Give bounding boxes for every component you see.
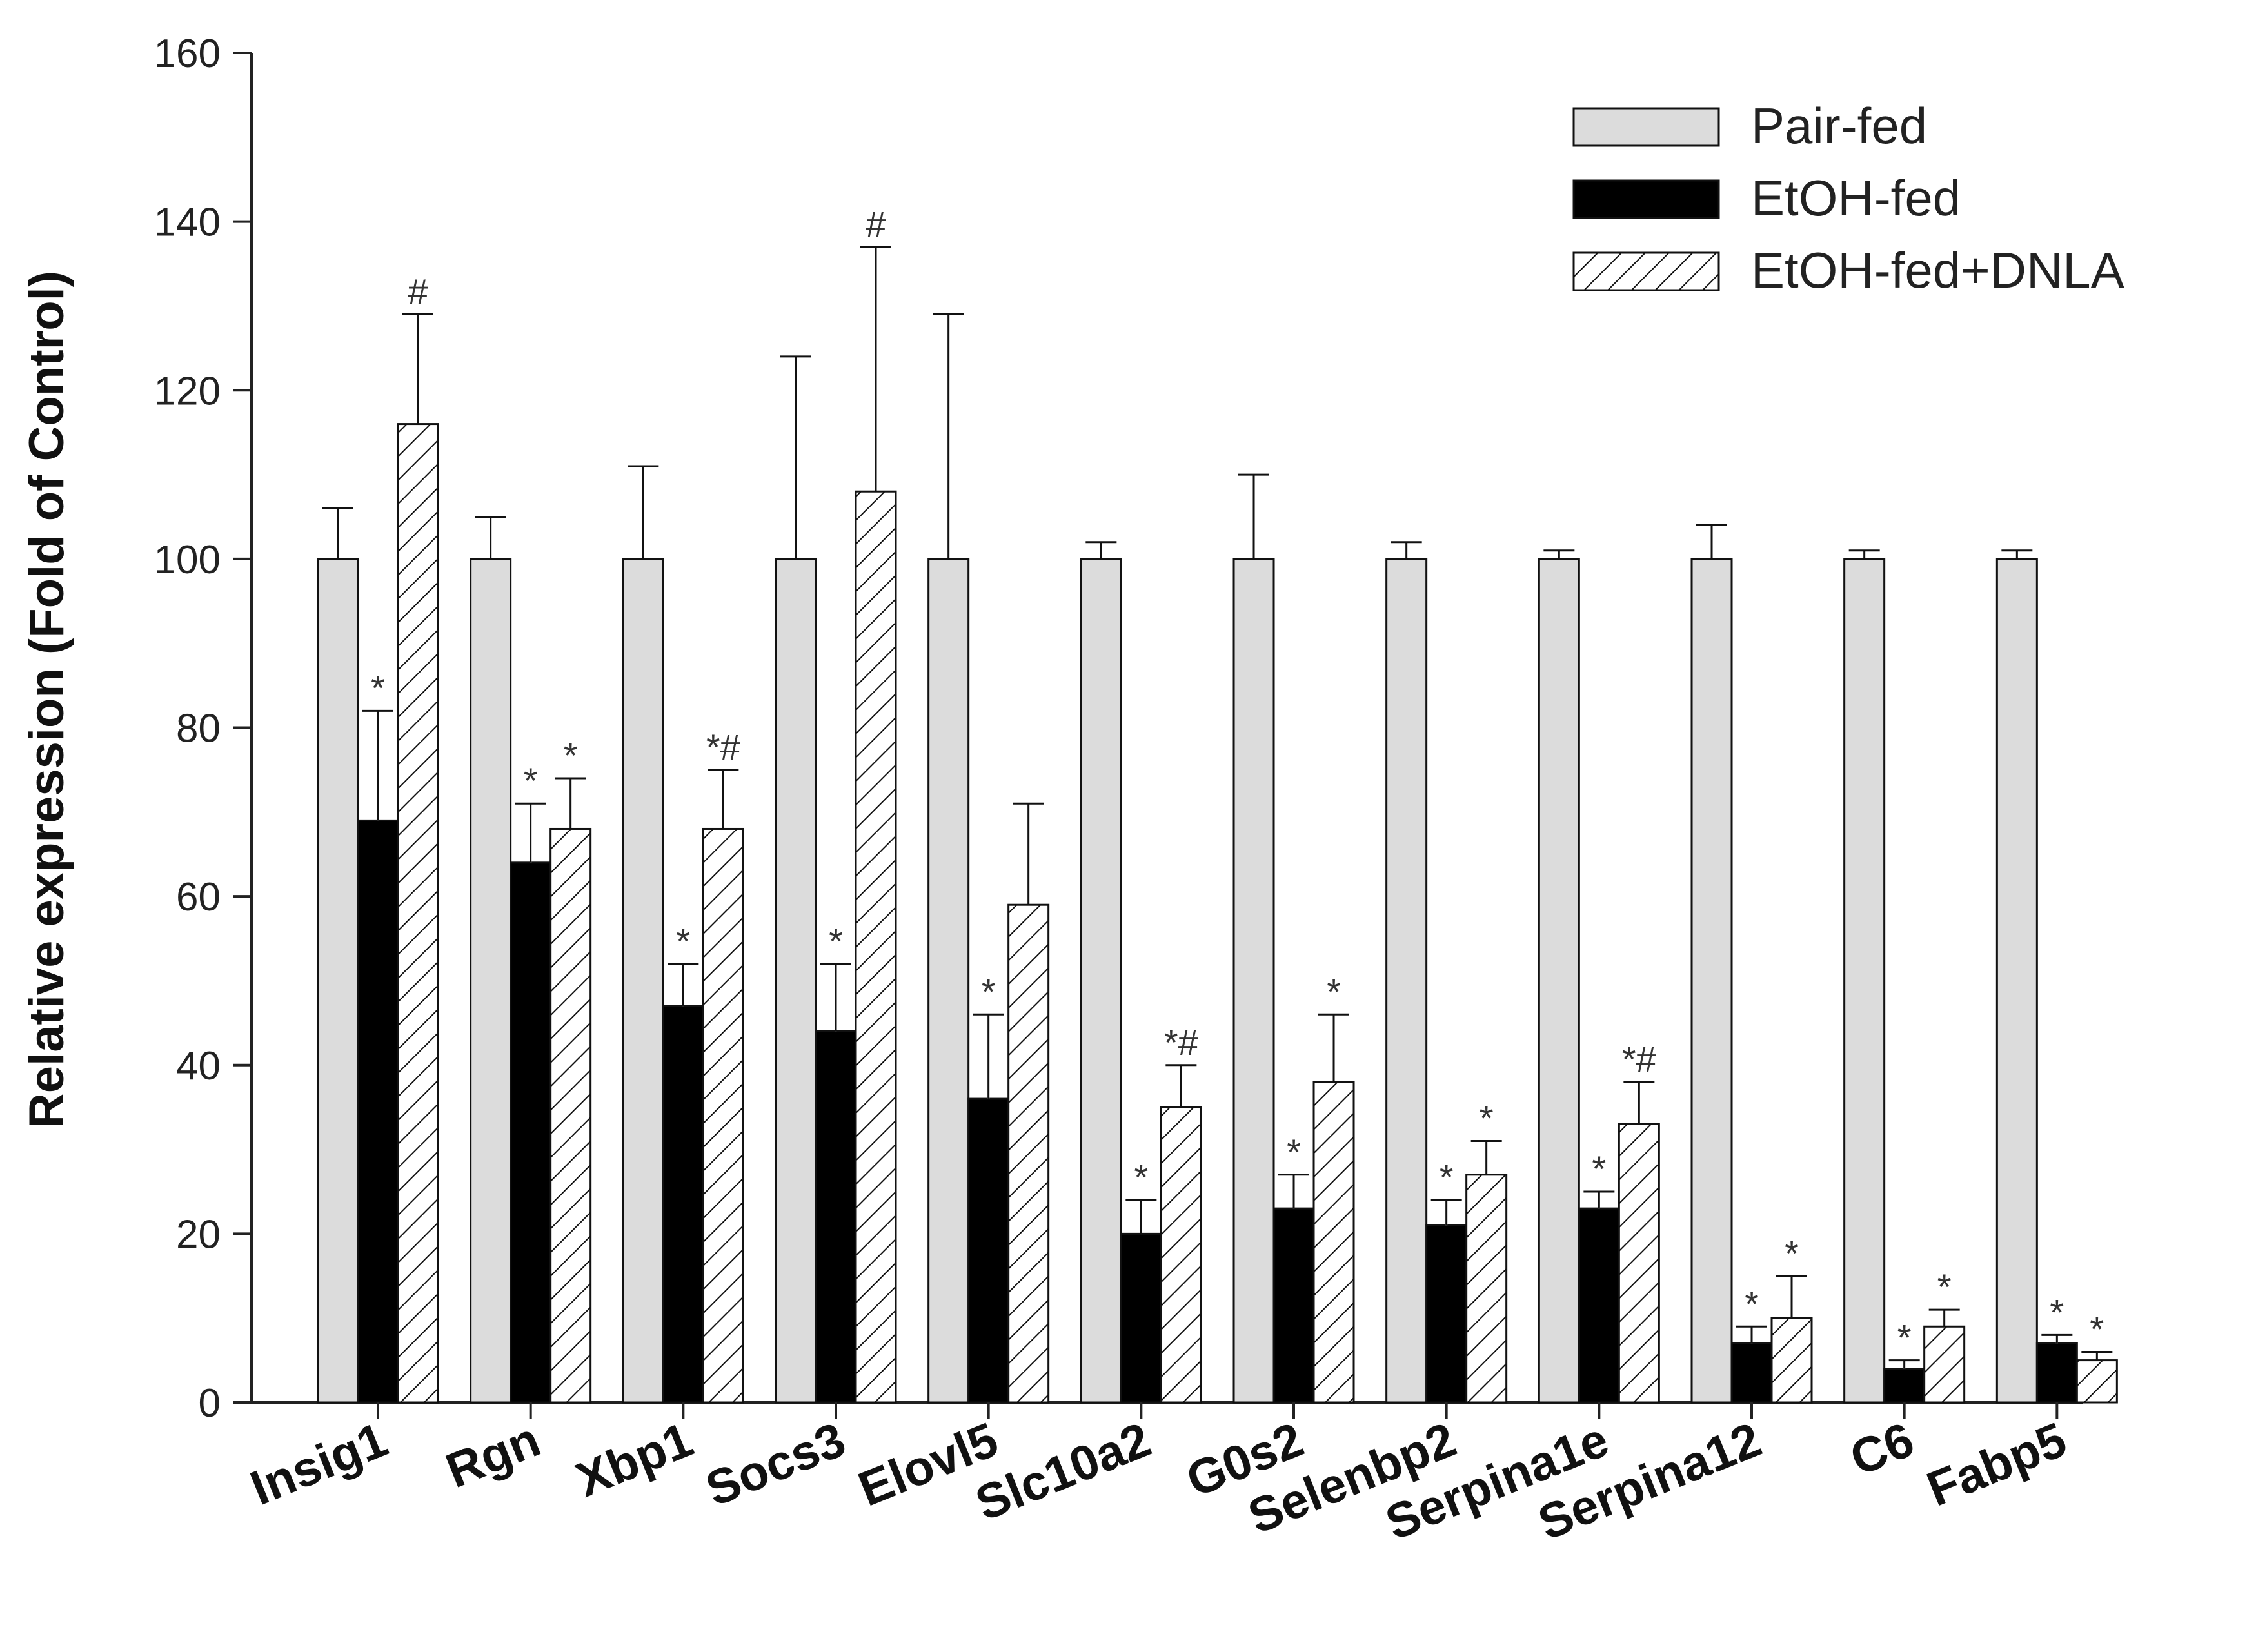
- significance-mark: *#: [1622, 1039, 1656, 1079]
- bar: [317, 558, 359, 1404]
- significance-mark: *: [1937, 1266, 1952, 1307]
- significance-mark: *: [829, 921, 843, 961]
- legend-label: EtOH-fed: [1751, 170, 1961, 226]
- x-tick-label: Socs3: [698, 1412, 853, 1517]
- bar: [2035, 1342, 2078, 1404]
- significance-mark: *: [982, 971, 996, 1012]
- bar: [1843, 558, 1886, 1404]
- x-tick-label: Insig1: [243, 1412, 395, 1516]
- bar: [1160, 1106, 1202, 1404]
- bar: [397, 423, 439, 1404]
- significance-mark: *: [676, 921, 690, 961]
- bar: [1730, 1342, 1773, 1404]
- bar: [1770, 1317, 1813, 1404]
- bar: [1232, 558, 1275, 1404]
- x-tick-label: Xbp1: [569, 1412, 700, 1508]
- bar: [1312, 1081, 1355, 1404]
- bar: [702, 827, 744, 1404]
- axes: 0 20 40 60 80 100 120 140 160: [154, 32, 2083, 1426]
- bar: [662, 1005, 704, 1404]
- bar: [1425, 1224, 1468, 1404]
- y-tick-label: 80: [176, 707, 221, 751]
- y-tick-label: 60: [176, 875, 221, 919]
- significance-mark: *: [1480, 1097, 1494, 1138]
- bar: [1618, 1123, 1660, 1404]
- y-tick-label: 140: [154, 201, 221, 245]
- significance-mark: *: [371, 667, 385, 708]
- bar: [1923, 1325, 1966, 1404]
- significance-mark: *: [1327, 971, 1341, 1012]
- y-tick-label: 40: [176, 1044, 221, 1088]
- bar: [1578, 1207, 1620, 1404]
- significance-mark: *: [1785, 1233, 1799, 1273]
- bar: [549, 827, 592, 1404]
- bars: *#****#*#***#******#***** *: [317, 204, 2118, 1404]
- significance-mark: *: [1440, 1157, 1454, 1197]
- x-tick-label: Fabp5: [1919, 1412, 2074, 1517]
- y-tick-label: 20: [176, 1212, 221, 1257]
- bar: [1080, 558, 1122, 1404]
- significance-mark: *#: [706, 727, 740, 767]
- bar: [1385, 558, 1428, 1404]
- bar: [855, 490, 897, 1404]
- significance-mark: *: [1134, 1157, 1148, 1197]
- legend-swatch: [1572, 107, 1720, 147]
- bar: [1538, 558, 1580, 1404]
- bar: [927, 558, 970, 1404]
- significance-mark: *: [1897, 1317, 1912, 1358]
- y-axis-title: Relative expression (Fold of Control): [19, 271, 74, 1128]
- bar: [1007, 903, 1050, 1404]
- x-tick-label: Slc10a2: [968, 1412, 1158, 1531]
- significance-mark: *: [564, 735, 578, 776]
- bar: [510, 861, 552, 1404]
- bar: [470, 558, 512, 1404]
- bar: [967, 1097, 1010, 1404]
- significance-mark: *#: [1164, 1022, 1198, 1063]
- bar: [1995, 558, 2038, 1404]
- legend-label: EtOH-fed+DNLA: [1751, 242, 2124, 299]
- bar: [1272, 1207, 1315, 1404]
- significance-mark: #: [866, 204, 886, 244]
- legend-swatch: [1572, 251, 1720, 291]
- bar: [775, 558, 817, 1404]
- bar: [1465, 1174, 1508, 1404]
- bar: [1883, 1368, 1926, 1404]
- legend-label: Pair-fed: [1751, 97, 1927, 154]
- bar: [815, 1030, 857, 1404]
- significance-mark: *: [1592, 1148, 1606, 1189]
- bar: [622, 558, 664, 1404]
- legend: Pair-fed EtOH-fed EtOH-fed+DNLA: [1572, 97, 2124, 299]
- y-tick-label: 120: [154, 369, 221, 413]
- significance-mark: #: [408, 271, 428, 312]
- legend-swatch: [1572, 179, 1720, 219]
- significance-mark: *: [524, 760, 538, 801]
- bar: [1120, 1232, 1162, 1404]
- y-tick-label: 100: [154, 538, 221, 582]
- x-tick-label: Rgn: [439, 1412, 548, 1499]
- significance-mark: *: [1287, 1132, 1301, 1172]
- bar: [357, 819, 399, 1404]
- bar: [1690, 558, 1733, 1404]
- bar: [2075, 1359, 2118, 1404]
- x-tick-label: C6: [1843, 1412, 1921, 1486]
- significance-mark: *: [2090, 1309, 2104, 1350]
- significance-mark: *: [1745, 1283, 1759, 1324]
- significance-mark: *: [2050, 1292, 2064, 1332]
- y-tick-label: 160: [154, 32, 221, 76]
- y-tick-label: 0: [199, 1381, 221, 1426]
